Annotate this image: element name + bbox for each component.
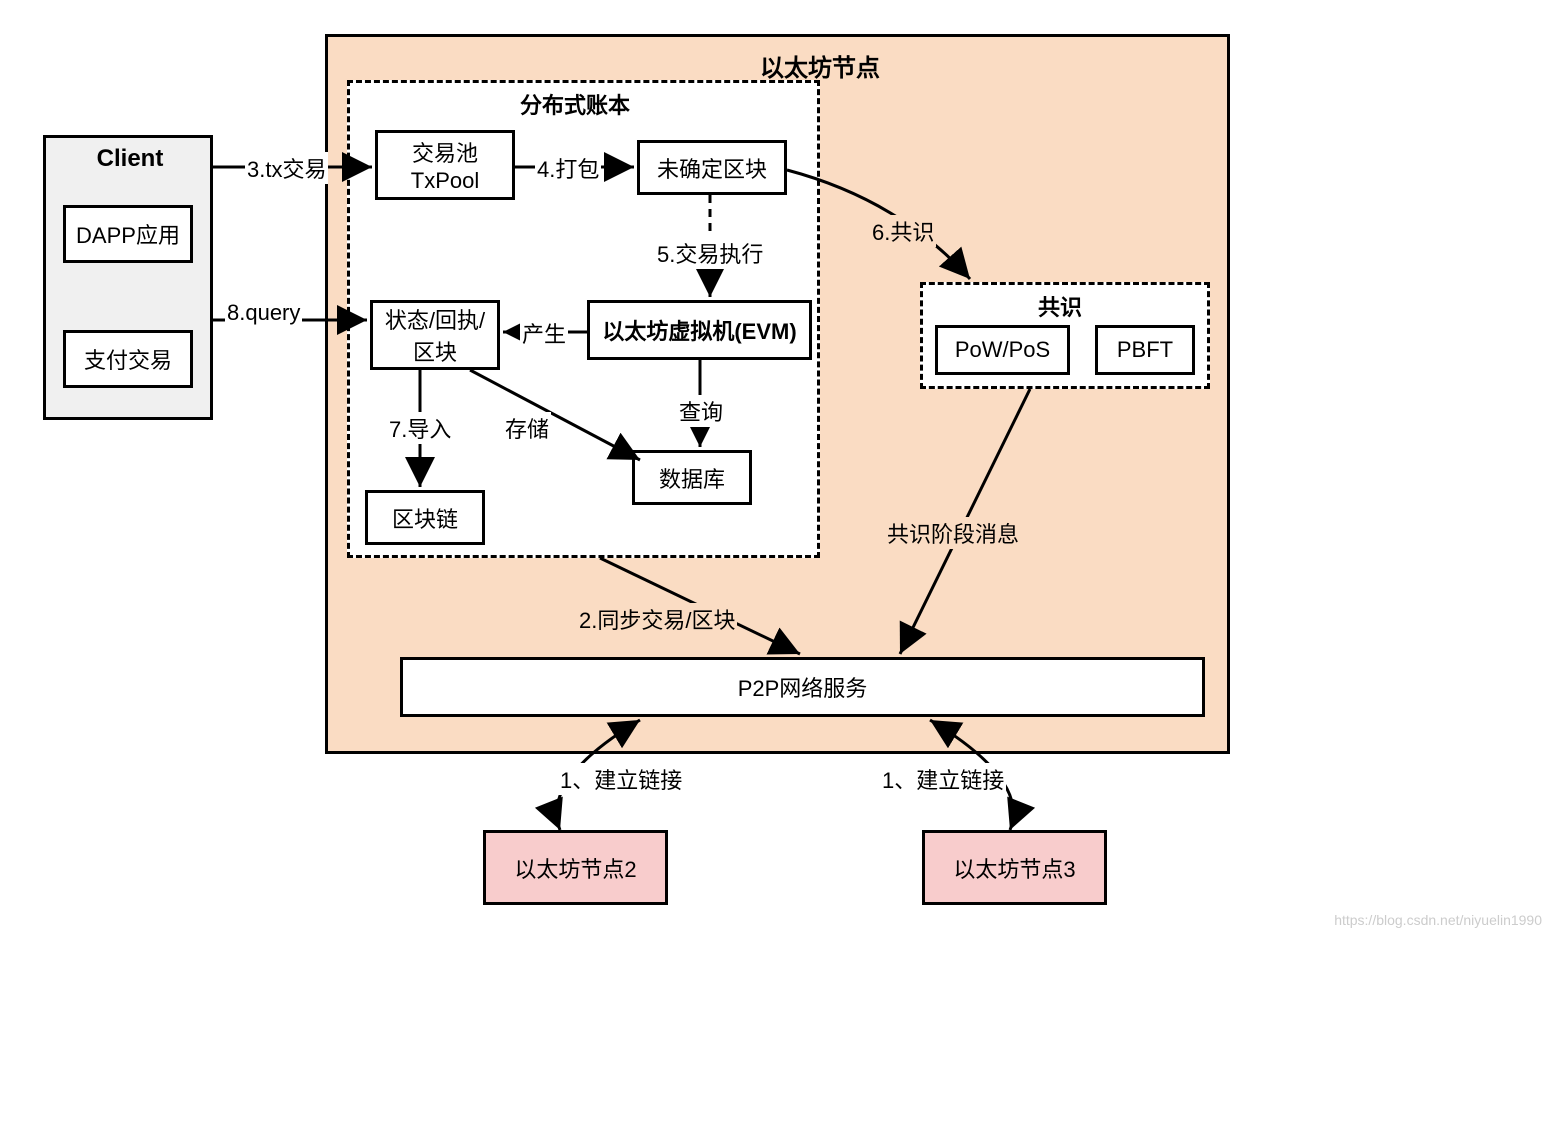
edge-5exec: 5.交易执行 [655,237,765,269]
pay-label: 支付交易 [84,343,172,375]
node2-box: 以太坊节点2 [483,830,668,905]
txpool-l1: 交易池 [412,136,478,168]
edge-2sync: 2.同步交易/区块 [577,603,737,635]
client-title: Client [90,145,170,173]
edge-produce: 产生 [520,317,568,349]
pbft-label: PBFT [1117,337,1173,363]
edge-consensus-msg: 共识阶段消息 [885,517,1021,549]
edge-1a: 1、建立链接 [558,763,684,795]
node3-box: 以太坊节点3 [922,830,1107,905]
state-l1: 状态/回执/ [385,303,485,335]
edge-4pack: 4.打包 [535,152,601,184]
database-box: 数据库 [632,450,752,505]
edge-3tx: 3.tx交易 [245,152,328,184]
ledger-title: 分布式账本 [500,88,650,120]
powpos-box: PoW/PoS [935,325,1070,375]
edge-7import: 7.导入 [387,412,453,444]
state-box: 状态/回执/ 区块 [370,300,500,370]
pending-block-box: 未确定区块 [637,140,787,195]
consensus-title: 共识 [1020,290,1100,322]
diagram-canvas: 以太坊节点 分布式账本 共识 Client DAPP应用 支付交易 交易池 Tx… [0,0,1552,1128]
evm-box: 以太坊虚拟机(EVM) [587,300,812,360]
database-label: 数据库 [659,462,725,494]
edge-8query: 8.query [225,300,302,326]
blockchain-label: 区块链 [392,502,458,534]
txpool-l2: TxPool [411,168,479,194]
blockchain-box: 区块链 [365,490,485,545]
p2p-label: P2P网络服务 [738,671,868,703]
pay-box: 支付交易 [63,330,193,388]
edge-1b: 1、建立链接 [880,763,1006,795]
p2p-box: P2P网络服务 [400,657,1205,717]
watermark: https://blog.csdn.net/niyuelin1990 [1334,912,1542,928]
dapp-label: DAPP应用 [76,218,180,250]
pending-block-label: 未确定区块 [657,152,767,184]
evm-label: 以太坊虚拟机(EVM) [602,314,796,346]
edge-store: 存储 [503,412,551,444]
edge-6consensus: 6.共识 [870,215,936,247]
node3-label: 以太坊节点3 [953,852,1075,884]
txpool-box: 交易池 TxPool [375,130,515,200]
dapp-box: DAPP应用 [63,205,193,263]
edge-query: 查询 [677,395,725,427]
eth-node-title: 以太坊节点 [720,48,920,83]
pbft-box: PBFT [1095,325,1195,375]
state-l2: 区块 [413,335,457,367]
powpos-label: PoW/PoS [955,337,1050,363]
node2-label: 以太坊节点2 [514,852,636,884]
